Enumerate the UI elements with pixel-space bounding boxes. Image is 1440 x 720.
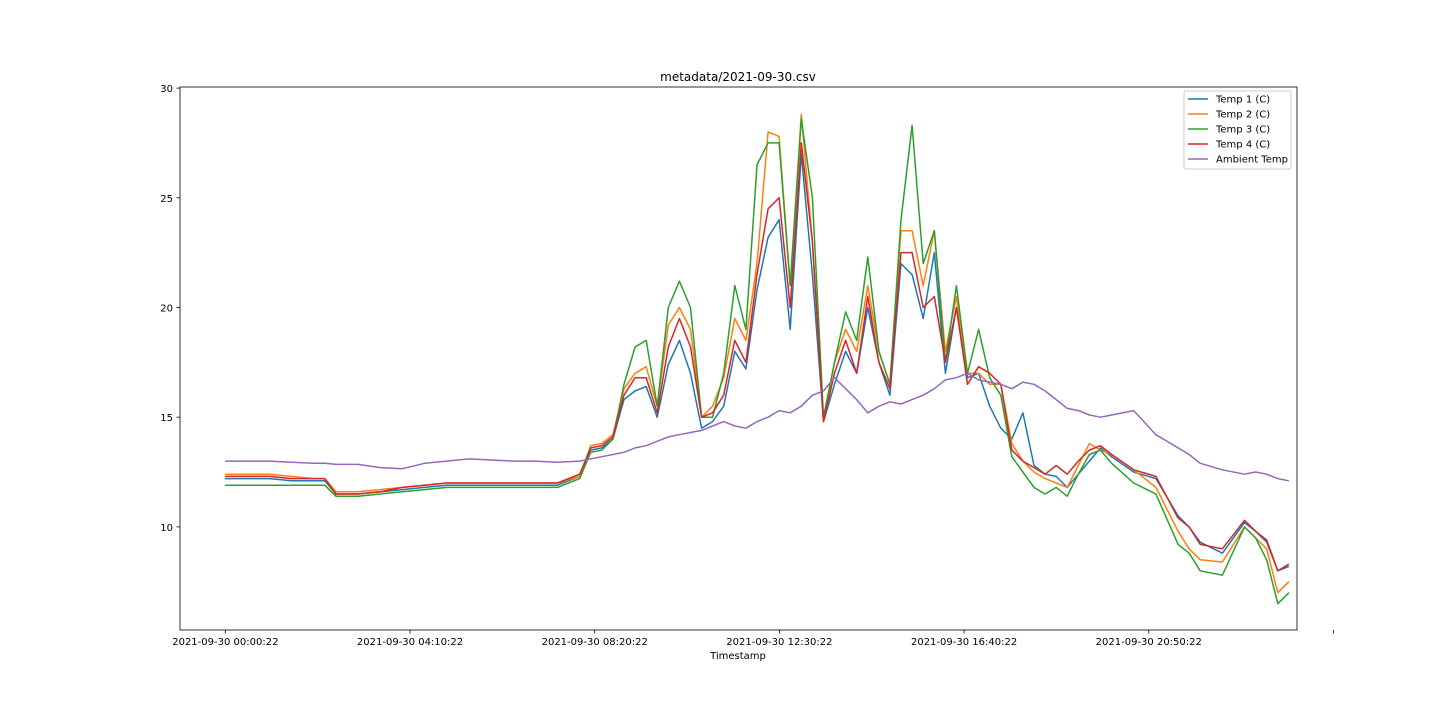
chart-title: metadata/2021-09-30.csv — [660, 70, 816, 84]
x-axis: 2021-09-30 00:00:22 2021-09-30 04:10:22 20… — [172, 630, 1334, 648]
series-line-1 — [225, 153, 1290, 572]
legend: Temp 1 (C) Temp 2 (C) Temp 3 (C) Temp 4 (C)… — [1183, 90, 1292, 170]
plot-frame — [179, 86, 1298, 631]
series-line-4 — [225, 142, 1290, 572]
series-line-3 — [225, 118, 1290, 605]
legend-label: Temp 2 (C) — [1215, 110, 1270, 121]
x-tick-label: 2021-09-30 12:30:22 — [726, 637, 832, 648]
x-axis-label: Timestamp — [709, 651, 766, 662]
legend-label: Temp 3 (C) — [1215, 125, 1270, 136]
legend-items: Temp 1 (C) Temp 2 (C) Temp 3 (C) Temp 4 (C)… — [1188, 95, 1288, 166]
x-tick-label: 2021-09-30 04:10:22 — [357, 637, 463, 648]
y-axis: 10 15 20 25 30 — [160, 84, 180, 534]
x-tick-label: 2021-09-30 20:50:22 — [1096, 637, 1202, 648]
legend-box — [1183, 90, 1292, 170]
legend-label: Temp 4 (C) — [1215, 140, 1270, 151]
y-tick-label: 30 — [160, 84, 173, 95]
y-tick-label: 15 — [160, 413, 173, 424]
y-tick-label: 10 — [160, 523, 173, 534]
legend-label: Ambient Temp — [1216, 155, 1288, 166]
x-tick-label: 2021-09-30 08:20:22 — [542, 637, 648, 648]
y-tick-label: 20 — [160, 303, 173, 314]
y-tick-label: 25 — [160, 194, 173, 205]
x-tick-label: 2021-09-30 16:40:22 — [911, 637, 1017, 648]
legend-label: Temp 1 (C) — [1215, 95, 1270, 106]
x-tick-label: 2021-09-30 00:00:22 — [172, 637, 278, 648]
plot-lines — [225, 113, 1290, 605]
series-line-5 — [225, 372, 1290, 482]
